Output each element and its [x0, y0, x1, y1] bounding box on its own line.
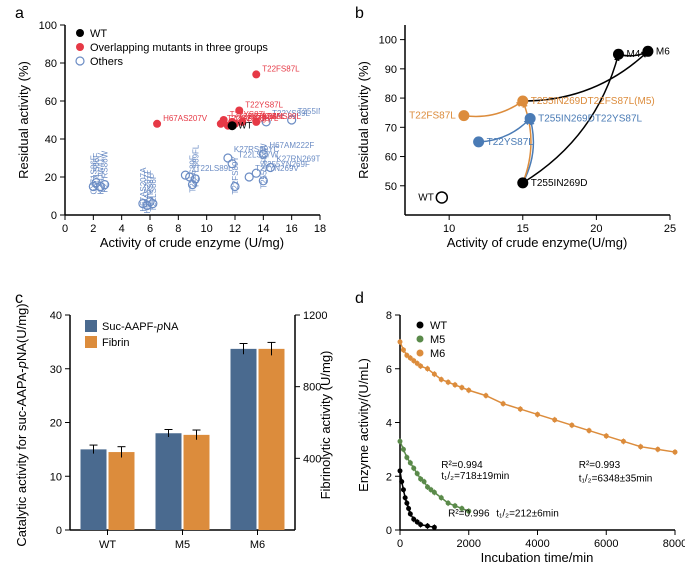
svg-text:8000: 8000 — [663, 538, 685, 550]
svg-text:20: 20 — [45, 172, 57, 184]
svg-text:M4: M4 — [626, 49, 640, 60]
legend-d-m5: M5 — [430, 334, 445, 346]
legend-overlap: Overlapping mutants in three groups — [90, 42, 268, 54]
svg-text:0: 0 — [386, 525, 392, 537]
svg-text:WT: WT — [418, 192, 434, 203]
svg-text:T22FS89Y: T22FS89Y — [231, 156, 240, 195]
svg-text:40: 40 — [50, 310, 62, 322]
svg-text:t₁/₂=718±19min: t₁/₂=718±19min — [441, 471, 509, 482]
ylabel-d: Enzyme activity/(U/mL) — [356, 358, 371, 492]
svg-text:H67AM222F: H67AM222F — [269, 141, 314, 150]
svg-text:15: 15 — [517, 223, 529, 235]
svg-text:70: 70 — [385, 122, 397, 134]
svg-text:T255IN269D: T255IN269D — [531, 178, 588, 189]
svg-text:K27RN269T: K27RN269T — [276, 155, 320, 164]
svg-text:T22FS87L: T22FS87L — [409, 111, 456, 122]
svg-text:t₁/₂=212±6min: t₁/₂=212±6min — [496, 509, 559, 520]
svg-text:T22LS86F: T22LS86F — [149, 174, 158, 211]
svg-text:14: 14 — [257, 223, 269, 235]
svg-text:20: 20 — [590, 223, 602, 235]
svg-text:4000: 4000 — [525, 538, 549, 550]
panel-a-chart: 0 2 4 6 8 10 12 14 16 18 0 20 40 60 80 100 WT Overlapp… — [10, 5, 345, 265]
svg-text:25: 25 — [664, 223, 676, 235]
svg-text:60: 60 — [45, 96, 57, 108]
svg-text:80: 80 — [45, 58, 57, 70]
svg-text:40: 40 — [45, 134, 57, 146]
panel-d-chart: 0 2000 4000 6000 8000 0 2 4 6 8 R²=0.994t₁/₂=718… — [350, 290, 685, 580]
svg-text:4: 4 — [386, 418, 392, 430]
svg-text:16: 16 — [286, 223, 298, 235]
ylabel-b: Residual activity (%) — [356, 61, 371, 179]
svg-text:0: 0 — [56, 525, 62, 537]
svg-text:M5: M5 — [175, 539, 190, 551]
svg-text:60: 60 — [385, 152, 397, 164]
svg-text:T22LS89L: T22LS89L — [196, 164, 233, 173]
svg-text:80: 80 — [385, 93, 397, 105]
svg-text:T255IN269DT22FS87L(M5): T255IN269DT22FS87L(M5) — [531, 96, 655, 107]
panel-c-chart: 010203040 4008001200 WTM5M6 Suc-AAPF-pNA… — [10, 290, 345, 580]
svg-text:K27LS89FL: K27LS89FL — [191, 144, 200, 187]
svg-text:T22YS87L: T22YS87L — [245, 101, 283, 110]
xlabel-a: Activity of crude enzyme (U/mg) — [100, 235, 284, 250]
svg-text:R²=0.993: R²=0.993 — [579, 460, 621, 471]
svg-text:6: 6 — [386, 364, 392, 376]
svg-text:H67AS207V: H67AS207V — [163, 114, 208, 123]
svg-text:10: 10 — [443, 223, 455, 235]
svg-text:T22YS87L: T22YS87L — [487, 137, 535, 148]
svg-text:10: 10 — [50, 471, 62, 483]
legend-d-wt: WT — [430, 320, 447, 332]
svg-text:WT: WT — [238, 121, 252, 131]
svg-text:6000: 6000 — [594, 538, 618, 550]
ylabel-a: Residual activity (%) — [16, 61, 31, 179]
svg-text:K27NS89L: K27NS89L — [262, 112, 301, 121]
legend-suc: Suc-AAPF-pNA — [102, 321, 179, 333]
svg-text:0: 0 — [51, 210, 57, 222]
ylabel-c-right: Fibrinolytic activity (U/mg) — [318, 351, 333, 500]
svg-text:90: 90 — [385, 64, 397, 76]
legend-wt: WT — [90, 28, 107, 40]
svg-text:4: 4 — [119, 223, 125, 235]
svg-text:R²=0.996: R²=0.996 — [448, 509, 490, 520]
svg-text:R²=0.994: R²=0.994 — [441, 460, 483, 471]
svg-text:6: 6 — [147, 223, 153, 235]
svg-text:2: 2 — [90, 223, 96, 235]
svg-text:18: 18 — [314, 223, 326, 235]
legend-others: Others — [90, 56, 124, 68]
svg-text:T255IN269DT22YS87L: T255IN269DT22YS87L — [538, 114, 642, 125]
svg-text:T22FS87L: T22FS87L — [262, 64, 300, 73]
svg-text:K27RS86W: K27RS86W — [101, 150, 110, 192]
panel-b-chart: 10 15 20 25 50 60 70 80 90 100 WT T22FS87L T22YS87… — [350, 5, 685, 265]
svg-text:30: 30 — [50, 364, 62, 376]
svg-text:100: 100 — [39, 20, 57, 32]
svg-text:12: 12 — [229, 223, 241, 235]
xlabel-d: Incubation time/min — [481, 550, 594, 565]
panel-d: d 02000400060008000 02468 R²=0.994t₁/₂=7… — [350, 290, 685, 580]
svg-text:2000: 2000 — [457, 538, 481, 550]
svg-text:8: 8 — [386, 310, 392, 322]
xlabel-b: Activity of crude enzyme(U/mg) — [447, 235, 628, 250]
svg-text:T255IN269D: T255IN269D — [298, 107, 344, 116]
panel-b: b 10152025 5060708090100 WTT22FS87LT22YS… — [350, 5, 685, 265]
svg-text:M6: M6 — [656, 46, 670, 57]
panel-c: c 010203040 4008001200 WTM5M6 Suc-AAPF-p… — [10, 290, 345, 580]
svg-text:0: 0 — [397, 538, 403, 550]
svg-text:100: 100 — [379, 35, 397, 47]
svg-text:2: 2 — [386, 471, 392, 483]
svg-text:8: 8 — [175, 223, 181, 235]
svg-text:20: 20 — [50, 418, 62, 430]
svg-text:t₁/₂=6348±35min: t₁/₂=6348±35min — [579, 474, 653, 485]
ylabel-c-left: Catalytic activity for suc-AAPA-pNA(U/mg… — [14, 303, 29, 546]
svg-text:M6: M6 — [250, 539, 265, 551]
legend-fibrin: Fibrin — [102, 337, 130, 349]
svg-text:1200: 1200 — [303, 310, 327, 322]
svg-text:WT: WT — [99, 539, 116, 551]
svg-text:0: 0 — [62, 223, 68, 235]
legend-d-m6: M6 — [430, 348, 445, 360]
svg-text:10: 10 — [201, 223, 213, 235]
svg-text:50: 50 — [385, 181, 397, 193]
panel-a: a 024681012141618 020406080100 WT Overla… — [10, 5, 345, 265]
